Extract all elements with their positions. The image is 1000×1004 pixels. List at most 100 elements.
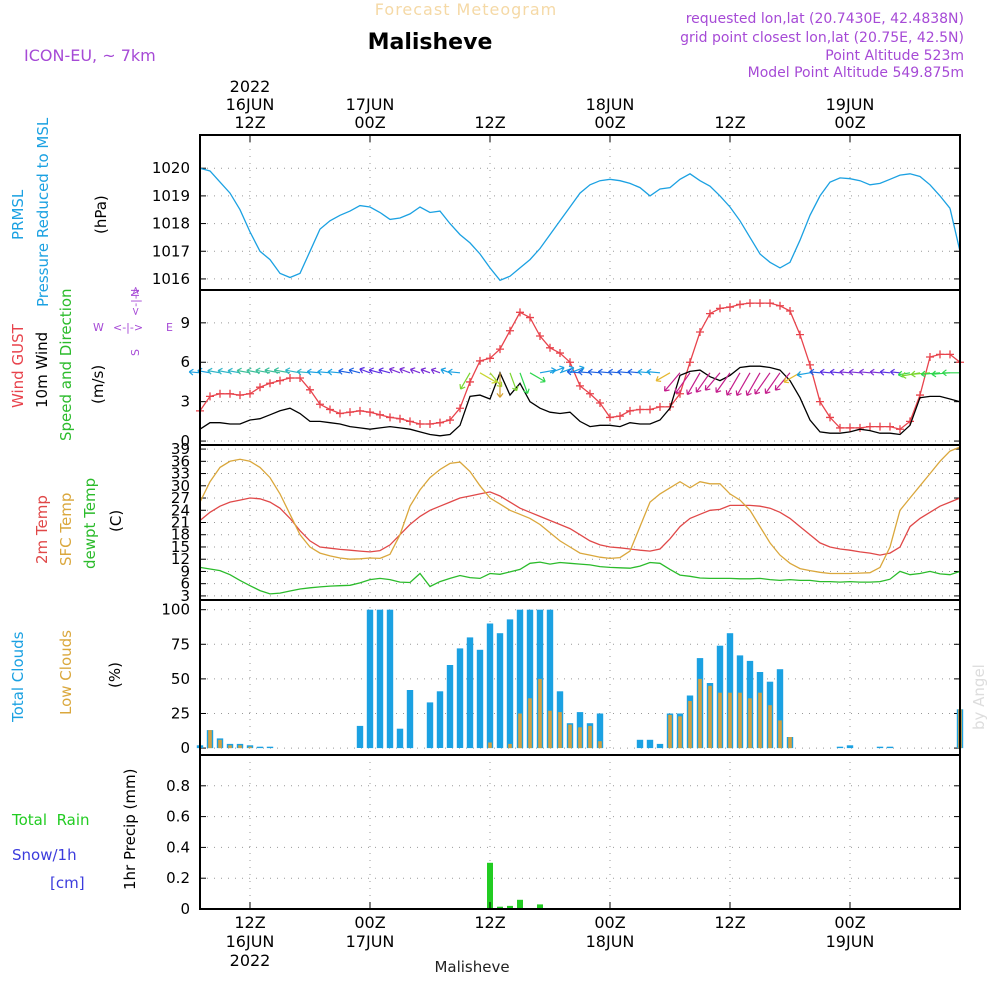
gust-marker [846, 423, 854, 432]
wind-direction-arrow [529, 372, 546, 383]
y-tick-label: 27 [171, 489, 190, 507]
location-title: Malisheve [368, 30, 493, 55]
wind-direction-arrow [549, 365, 565, 374]
wind-direction-arrow [359, 366, 371, 374]
gust-marker [946, 350, 954, 359]
wind-direction-arrow [317, 368, 331, 376]
gust-marker [836, 423, 844, 432]
gust-marker [276, 376, 284, 385]
gust-marker [726, 303, 734, 312]
gust-marker [246, 389, 254, 398]
gust-marker [626, 406, 634, 415]
top-hour-label: 12Z [234, 113, 265, 132]
total-clouds-bar [396, 728, 404, 749]
footer-location: Malisheve [434, 958, 509, 976]
total-clouds-bar [656, 743, 664, 749]
gust-marker [756, 299, 764, 308]
total-clouds-bar [456, 648, 464, 748]
wind-panel: 0 3 6 9 [180, 289, 964, 450]
low-clouds-bar [578, 727, 582, 749]
gust-marker [286, 374, 294, 383]
low-clouds-bar [568, 724, 572, 749]
low-clouds-bar [778, 720, 782, 749]
snow-unit-label: [cm] [50, 874, 85, 892]
top-date-label: 17JUN [346, 95, 395, 114]
y-tick-label: 1020 [152, 159, 190, 177]
wind-direction-arrow [655, 372, 671, 382]
wind-direction-arrow [725, 372, 741, 396]
total-clouds-bar [776, 669, 784, 749]
total-clouds-bar [596, 713, 604, 749]
wind-direction-arrow [388, 366, 401, 374]
wind-direction-arrow [829, 368, 841, 376]
y-tick-label: 1017 [152, 242, 190, 260]
wind-direction-arrow [646, 368, 661, 376]
wind-direction-arrow [338, 367, 351, 375]
low-clouds-bar [598, 741, 602, 749]
wind-direction-arrow [809, 368, 821, 376]
wind-direction-arrow [578, 368, 591, 376]
gust-marker [376, 410, 384, 419]
wind-direction-arrow [754, 372, 771, 395]
gust-marker [556, 349, 564, 358]
wind-direction-arrow [459, 372, 471, 390]
wind-direction-arrow [664, 372, 681, 392]
y-tick-label: 0.2 [166, 869, 190, 887]
wind-direction-arrow [735, 372, 751, 397]
total-clouds-bar [436, 691, 444, 748]
series-line-2m-temp [199, 491, 961, 556]
y-tick-label: 15 [171, 538, 190, 556]
svg-text:N: N [129, 289, 142, 297]
total-rain-label: Total Rain [11, 811, 90, 829]
gust-marker [876, 422, 884, 431]
precip-labels: Total Rain Snow/1h [cm] 1hr Precip (mm) [11, 769, 139, 892]
gust-marker [816, 397, 824, 406]
low-clouds-bar [758, 692, 762, 749]
gust-marker [866, 422, 874, 431]
y-tick-label: 1016 [152, 270, 190, 288]
rain-bar [507, 905, 513, 909]
wind-direction-arrow [674, 372, 691, 394]
wind-direction-arrow [368, 367, 381, 375]
gust-marker [566, 358, 574, 367]
bottom-date-label: 18JUN [586, 932, 635, 951]
wind-gust-label: Wind GUST [9, 323, 27, 408]
gust-marker [266, 379, 274, 388]
wind-direction-arrow [188, 368, 201, 376]
gust-marker [636, 405, 644, 414]
total-clouds-bar [516, 609, 524, 749]
watermark: by Angel [970, 664, 988, 730]
y-tick-label: 12 [171, 550, 190, 568]
wind-direction-arrow [910, 370, 931, 378]
top-year-label: 2022 [230, 77, 271, 96]
total-clouds-bar [726, 633, 734, 749]
total-clouds-label: Total Clouds [9, 631, 27, 723]
total-clouds-bar [496, 633, 504, 749]
wind-direction-arrow [430, 367, 441, 375]
wind-direction-arrow [559, 365, 575, 374]
low-clouds-bar [768, 705, 772, 749]
gust-marker [306, 385, 314, 394]
gust-marker [436, 418, 444, 427]
gust-marker [466, 377, 474, 386]
low-clouds-label: Low Clouds [57, 630, 75, 715]
wind-direction-arrow [420, 367, 431, 375]
bottom-hour-label: 00Z [834, 913, 865, 932]
temp2m-label: 2m Temp [33, 495, 51, 564]
gust-marker [326, 405, 334, 414]
total-clouds-bar [486, 623, 494, 749]
gust-marker [746, 299, 754, 308]
wind-direction-arrow [931, 370, 951, 378]
gust-marker [476, 356, 484, 365]
rain-bar [537, 904, 543, 909]
gust-marker [776, 301, 784, 310]
y-tick-label: 100 [161, 601, 190, 619]
y-tick-label: 0.8 [166, 777, 190, 795]
temp-labels: 2m Temp SFC Temp dewpt Temp (C) [33, 478, 125, 569]
svg-text:<-|->: <-|-> [129, 286, 142, 316]
wind-direction-arrow [496, 372, 504, 398]
point-altitude: Point Altitude 523m [825, 48, 964, 64]
low-clouds-bar [208, 730, 212, 749]
bottom-hour-label: 00Z [594, 913, 625, 932]
